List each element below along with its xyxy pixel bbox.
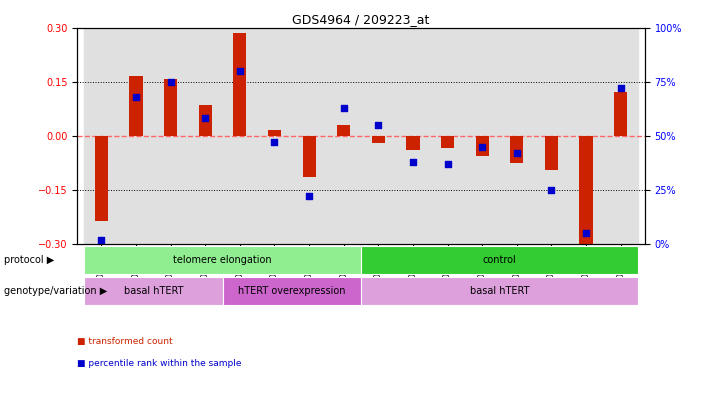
Bar	[303, 136, 315, 177]
Bar	[95, 136, 108, 220]
Bar	[534, 28, 569, 244]
Bar	[407, 136, 419, 150]
Text: ■ transformed count: ■ transformed count	[77, 338, 172, 346]
Bar	[580, 136, 592, 244]
Bar	[361, 277, 638, 305]
Point	[338, 105, 349, 111]
Text: basal hTERT: basal hTERT	[123, 286, 183, 296]
Bar	[233, 33, 247, 136]
Bar	[84, 277, 222, 305]
Bar	[130, 76, 142, 136]
Bar	[188, 28, 222, 244]
Point	[130, 94, 142, 100]
Point	[304, 193, 315, 200]
Bar	[292, 28, 327, 244]
Bar	[198, 105, 212, 136]
Point	[234, 68, 245, 74]
Bar	[569, 28, 604, 244]
Bar	[327, 28, 361, 244]
Bar	[395, 28, 430, 244]
Bar	[361, 246, 638, 274]
Bar	[154, 28, 188, 244]
Point	[407, 159, 418, 165]
Bar	[84, 246, 361, 274]
Point	[615, 85, 626, 91]
Bar	[257, 28, 292, 244]
Bar	[614, 92, 627, 136]
Bar	[475, 136, 489, 156]
Point	[442, 161, 453, 167]
Bar	[500, 28, 534, 244]
Bar	[430, 28, 465, 244]
Text: telomere elongation: telomere elongation	[173, 255, 272, 264]
Point	[269, 139, 280, 145]
Text: control: control	[482, 255, 517, 264]
Point	[96, 237, 107, 243]
Title: GDS4964 / 209223_at: GDS4964 / 209223_at	[292, 13, 430, 26]
Text: hTERT overexpression: hTERT overexpression	[238, 286, 346, 296]
Bar	[164, 79, 177, 136]
Bar	[361, 28, 395, 244]
Bar	[84, 28, 118, 244]
Point	[546, 187, 557, 193]
Point	[580, 230, 592, 236]
Point	[200, 115, 211, 121]
Bar	[441, 136, 454, 149]
Bar	[118, 28, 154, 244]
Bar	[372, 136, 385, 143]
Point	[373, 122, 384, 128]
Text: ■ percentile rank within the sample: ■ percentile rank within the sample	[77, 359, 242, 368]
Bar	[222, 277, 361, 305]
Point	[165, 79, 176, 85]
Text: protocol ▶: protocol ▶	[4, 255, 54, 264]
Bar	[604, 28, 638, 244]
Bar	[222, 28, 257, 244]
Bar	[465, 28, 500, 244]
Point	[511, 150, 522, 156]
Bar	[510, 136, 524, 163]
Text: basal hTERT: basal hTERT	[470, 286, 529, 296]
Point	[477, 143, 488, 150]
Bar	[268, 130, 281, 136]
Text: genotype/variation ▶: genotype/variation ▶	[4, 286, 107, 296]
Bar	[337, 125, 350, 136]
Bar	[545, 136, 558, 170]
